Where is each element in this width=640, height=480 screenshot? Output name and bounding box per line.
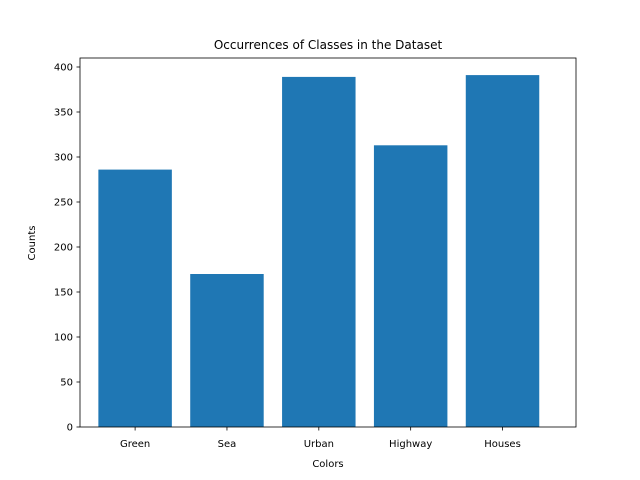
y-axis-ticks: 0 50 100 150 200 250 300 350 400 — [54, 63, 80, 434]
x-tick-label: Houses — [484, 439, 521, 450]
y-tick-label: 250 — [54, 198, 73, 209]
y-tick-label: 0 — [67, 423, 73, 434]
x-tick-label: Sea — [218, 439, 237, 450]
plot-frame — [79, 57, 577, 428]
plot-area: 0 50 100 150 200 250 300 350 400 Green Sea Urban Hi… — [54, 57, 577, 450]
y-axis-label: Counts — [27, 226, 38, 261]
y-tick-label: 300 — [54, 153, 73, 164]
bars — [98, 75, 540, 428]
x-tick-label: Urban — [304, 439, 334, 450]
bar-green — [98, 169, 172, 427]
y-tick-label: 350 — [54, 108, 73, 119]
y-tick-label: 150 — [54, 288, 73, 299]
y-tick-label: 400 — [54, 63, 73, 74]
y-tick-label: 100 — [54, 333, 73, 344]
y-tick-label: 50 — [60, 378, 73, 389]
bar-houses — [465, 75, 540, 427]
x-axis-ticks: Green Sea Urban Highway Houses — [120, 427, 521, 450]
bar-highway — [373, 145, 448, 428]
y-tick-label: 200 — [54, 243, 73, 254]
x-axis-label: Colors — [312, 459, 343, 470]
bar-urban — [282, 76, 356, 428]
x-tick-label: Highway — [389, 439, 432, 450]
x-tick-label: Green — [120, 439, 150, 450]
bar-sea — [190, 274, 264, 427]
chart-title: Occurrences of Classes in the Dataset — [214, 38, 443, 52]
